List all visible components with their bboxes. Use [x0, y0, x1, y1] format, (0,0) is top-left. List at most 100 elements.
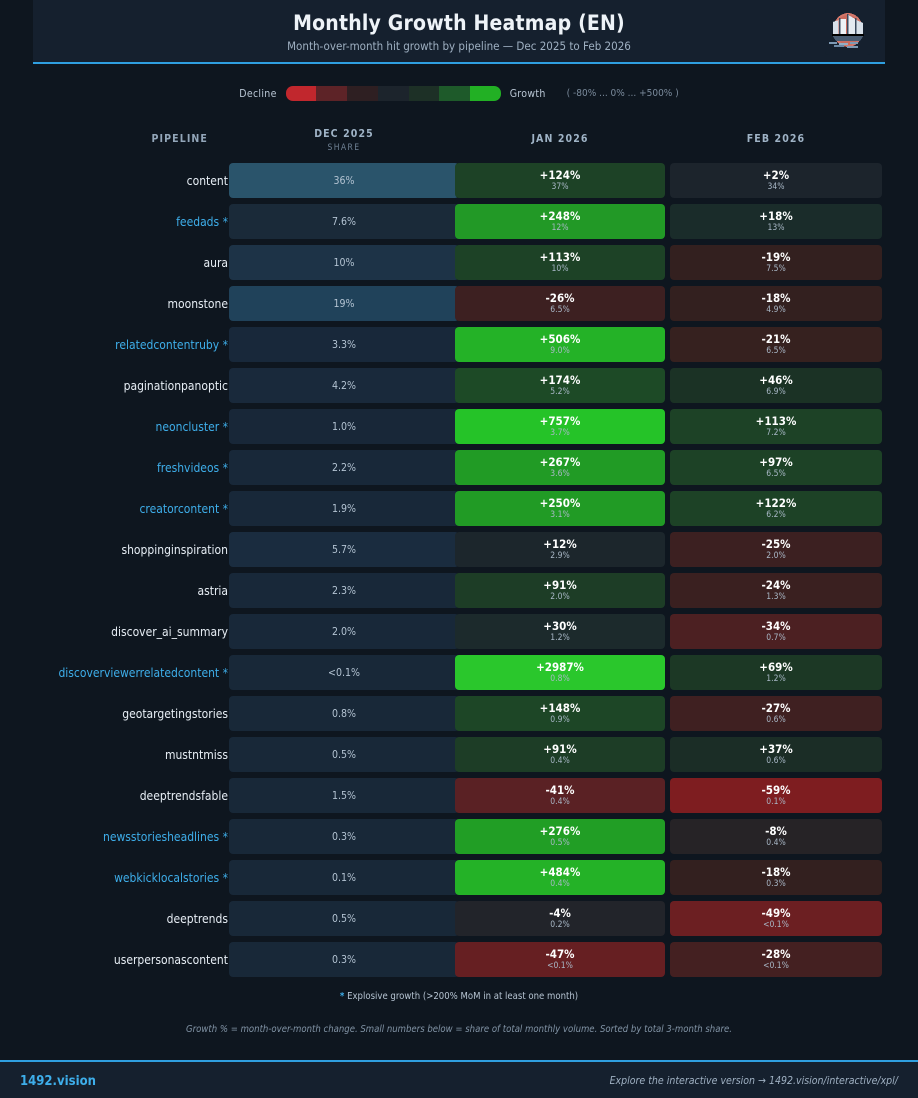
cell-share-feedads[interactable]: 7.6%	[229, 204, 459, 239]
cell-jan-relatedcontentruby[interactable]: +506% 9.0%	[455, 327, 665, 362]
cell-feb-mustntmiss[interactable]: +37% 0.6%	[670, 737, 882, 772]
table-row[interactable]: creatorcontent * 1.9% +250% 3.1% +122% 6.2%	[0, 488, 918, 529]
cell-feb-creatorcontent[interactable]: +122% 6.2%	[670, 491, 882, 526]
share-value: 0.6%	[766, 756, 786, 767]
cell-feb-relatedcontentruby[interactable]: -21% 6.5%	[670, 327, 882, 362]
cell-jan-astria[interactable]: +91% 2.0%	[455, 573, 665, 608]
table-row[interactable]: neoncluster * 1.0% +757% 3.7% +113% 7.2%	[0, 406, 918, 447]
footer-brand[interactable]: 1492.vision	[20, 1074, 96, 1089]
share-value: 0.6%	[766, 715, 786, 726]
cell-jan-feedads[interactable]: +248% 12%	[455, 204, 665, 239]
cell-jan-content[interactable]: +124% 37%	[455, 163, 665, 198]
footer-interactive-link[interactable]: Explore the interactive version → 1492.v…	[609, 1075, 898, 1087]
cell-share-paginationpanoptic[interactable]: 4.2%	[229, 368, 459, 403]
table-row[interactable]: moonstone 19% -26% 6.5% -18% 4.9%	[0, 283, 918, 324]
table-row[interactable]: paginationpanoptic 4.2% +174% 5.2% +46% 6.9%	[0, 365, 918, 406]
cell-share-shoppinginspiration[interactable]: 5.7%	[229, 532, 459, 567]
cell-feb-deeptrends[interactable]: -49% <0.1%	[670, 901, 882, 936]
table-row[interactable]: freshvideos * 2.2% +267% 3.6% +97% 6.5%	[0, 447, 918, 488]
table-row[interactable]: astria 2.3% +91% 2.0% -24% 1.3%	[0, 570, 918, 611]
growth-value: +18%	[759, 209, 793, 224]
cell-feb-webkicklocalstories[interactable]: -18% 0.3%	[670, 860, 882, 895]
cell-feb-discover_ai_summary[interactable]: -34% 0.7%	[670, 614, 882, 649]
cell-jan-deeptrends[interactable]: -4% 0.2%	[455, 901, 665, 936]
page-subtitle: Month-over-month hit growth by pipeline …	[287, 39, 631, 53]
legend-swatch-5	[439, 86, 470, 101]
cell-jan-discoverviewerrelatedcontent[interactable]: +2987% 0.8%	[455, 655, 665, 690]
cell-feb-neoncluster[interactable]: +113% 7.2%	[670, 409, 882, 444]
table-row[interactable]: discover_ai_summary 2.0% +30% 1.2% -34% 0.7%	[0, 611, 918, 652]
cell-share-creatorcontent[interactable]: 1.9%	[229, 491, 459, 526]
cell-share-neoncluster[interactable]: 1.0%	[229, 409, 459, 444]
table-row[interactable]: shoppinginspiration 5.7% +12% 2.9% -25% 2.0%	[0, 529, 918, 570]
share-value: 1.3%	[766, 592, 786, 603]
cell-feb-geotargetingstories[interactable]: -27% 0.6%	[670, 696, 882, 731]
cell-jan-deeptrendsfable[interactable]: -41% 0.4%	[455, 778, 665, 813]
legend-decline-label: Decline	[239, 87, 277, 100]
cell-jan-userpersonascontent[interactable]: -47% <0.1%	[455, 942, 665, 977]
row-label-newsstoriesheadlines: newsstoriesheadlines *	[102, 829, 228, 844]
cell-feb-shoppinginspiration[interactable]: -25% 2.0%	[670, 532, 882, 567]
cell-feb-moonstone[interactable]: -18% 4.9%	[670, 286, 882, 321]
cell-share-astria[interactable]: 2.3%	[229, 573, 459, 608]
row-label-deeptrendsfable: deeptrendsfable	[139, 788, 228, 803]
cell-jan-geotargetingstories[interactable]: +148% 0.9%	[455, 696, 665, 731]
cell-share-aura[interactable]: 10%	[229, 245, 459, 280]
growth-value: +91%	[543, 578, 577, 593]
cell-feb-freshvideos[interactable]: +97% 6.5%	[670, 450, 882, 485]
table-row[interactable]: userpersonascontent 0.3% -47% <0.1% -28% <0.1…	[0, 939, 918, 980]
cell-jan-neoncluster[interactable]: +757% 3.7%	[455, 409, 665, 444]
cell-share-deeptrendsfable[interactable]: 1.5%	[229, 778, 459, 813]
cell-share-deeptrends[interactable]: 0.5%	[229, 901, 459, 936]
cell-share-geotargetingstories[interactable]: 0.8%	[229, 696, 459, 731]
cell-feb-newsstoriesheadlines[interactable]: -8% 0.4%	[670, 819, 882, 854]
cell-feb-paginationpanoptic[interactable]: +46% 6.9%	[670, 368, 882, 403]
cell-share-discover_ai_summary[interactable]: 2.0%	[229, 614, 459, 649]
table-row[interactable]: mustntmiss 0.5% +91% 0.4% +37% 0.6%	[0, 734, 918, 775]
table-row[interactable]: relatedcontentruby * 3.3% +506% 9.0% -21% 6.5…	[0, 324, 918, 365]
table-row[interactable]: deeptrendsfable 1.5% -41% 0.4% -59% 0.1%	[0, 775, 918, 816]
table-row[interactable]: feedads * 7.6% +248% 12% +18% 13%	[0, 201, 918, 242]
cell-jan-mustntmiss[interactable]: +91% 0.4%	[455, 737, 665, 772]
cell-jan-shoppinginspiration[interactable]: +12% 2.9%	[455, 532, 665, 567]
share-value: 1.9%	[332, 502, 356, 515]
share-value: 19%	[333, 297, 355, 310]
table-row[interactable]: geotargetingstories 0.8% +148% 0.9% -27% 0.6%	[0, 693, 918, 734]
table-row[interactable]: discoverviewerrelatedcontent * <0.1% +2987…	[0, 652, 918, 693]
growth-value: +46%	[759, 373, 793, 388]
share-value: 0.4%	[550, 756, 570, 767]
share-value: 3.1%	[550, 510, 570, 521]
cell-share-relatedcontentruby[interactable]: 3.3%	[229, 327, 459, 362]
cell-feb-deeptrendsfable[interactable]: -59% 0.1%	[670, 778, 882, 813]
growth-value: -4%	[549, 906, 571, 921]
cell-share-moonstone[interactable]: 19%	[229, 286, 459, 321]
cell-jan-webkicklocalstories[interactable]: +484% 0.4%	[455, 860, 665, 895]
cell-jan-newsstoriesheadlines[interactable]: +276% 0.5%	[455, 819, 665, 854]
cell-jan-discover_ai_summary[interactable]: +30% 1.2%	[455, 614, 665, 649]
cell-share-webkicklocalstories[interactable]: 0.1%	[229, 860, 459, 895]
cell-share-mustntmiss[interactable]: 0.5%	[229, 737, 459, 772]
cell-share-newsstoriesheadlines[interactable]: 0.3%	[229, 819, 459, 854]
table-row[interactable]: newsstoriesheadlines * 0.3% +276% 0.5% -8% 0.…	[0, 816, 918, 857]
cell-jan-creatorcontent[interactable]: +250% 3.1%	[455, 491, 665, 526]
cell-feb-feedads[interactable]: +18% 13%	[670, 204, 882, 239]
growth-value: +267%	[539, 455, 581, 470]
table-row[interactable]: webkicklocalstories * 0.1% +484% 0.4% -18% 0.…	[0, 857, 918, 898]
cell-share-userpersonascontent[interactable]: 0.3%	[229, 942, 459, 977]
share-value: 0.5%	[332, 912, 356, 925]
cell-jan-aura[interactable]: +113% 10%	[455, 245, 665, 280]
cell-feb-userpersonascontent[interactable]: -28% <0.1%	[670, 942, 882, 977]
table-row[interactable]: content 36% +124% 37% +2% 34%	[0, 160, 918, 201]
table-row[interactable]: aura 10% +113% 10% -19% 7.5%	[0, 242, 918, 283]
cell-jan-paginationpanoptic[interactable]: +174% 5.2%	[455, 368, 665, 403]
cell-share-freshvideos[interactable]: 2.2%	[229, 450, 459, 485]
cell-share-discoverviewerrelatedcontent[interactable]: <0.1%	[229, 655, 459, 690]
cell-jan-moonstone[interactable]: -26% 6.5%	[455, 286, 665, 321]
cell-feb-astria[interactable]: -24% 1.3%	[670, 573, 882, 608]
cell-feb-discoverviewerrelatedcontent[interactable]: +69% 1.2%	[670, 655, 882, 690]
cell-feb-aura[interactable]: -19% 7.5%	[670, 245, 882, 280]
cell-jan-freshvideos[interactable]: +267% 3.6%	[455, 450, 665, 485]
cell-feb-content[interactable]: +2% 34%	[670, 163, 882, 198]
cell-share-content[interactable]: 36%	[229, 163, 459, 198]
table-row[interactable]: deeptrends 0.5% -4% 0.2% -49% <0.1%	[0, 898, 918, 939]
